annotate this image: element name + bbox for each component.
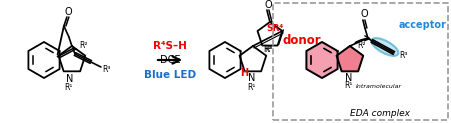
- Text: O: O: [64, 7, 72, 17]
- Text: EDA complex: EDA complex: [350, 108, 410, 117]
- Text: R²: R²: [79, 40, 87, 49]
- Text: O: O: [360, 9, 368, 19]
- Text: H: H: [240, 68, 248, 78]
- Text: O: O: [264, 0, 272, 10]
- Text: Intramolecular: Intramolecular: [356, 84, 402, 89]
- Polygon shape: [306, 42, 338, 78]
- Bar: [273, 3, 448, 120]
- Text: DCE: DCE: [160, 55, 180, 65]
- Text: SR⁴: SR⁴: [267, 24, 284, 33]
- Polygon shape: [336, 46, 363, 71]
- Text: R¹: R¹: [64, 84, 73, 92]
- Text: R³: R³: [399, 52, 407, 61]
- Text: acceptor: acceptor: [399, 20, 447, 30]
- Text: R²: R²: [357, 41, 365, 51]
- Text: R⁴S–H: R⁴S–H: [153, 41, 187, 51]
- Text: N: N: [66, 74, 74, 84]
- Text: Blue LED: Blue LED: [144, 70, 196, 80]
- Text: N: N: [345, 73, 353, 83]
- Text: R¹: R¹: [345, 82, 353, 91]
- Text: R³: R³: [103, 64, 111, 74]
- Text: R³: R³: [264, 45, 273, 54]
- Text: R¹: R¹: [248, 83, 256, 92]
- Text: donor: donor: [283, 33, 321, 46]
- Ellipse shape: [372, 38, 398, 56]
- Text: N: N: [248, 73, 256, 83]
- Text: R²: R²: [263, 45, 272, 54]
